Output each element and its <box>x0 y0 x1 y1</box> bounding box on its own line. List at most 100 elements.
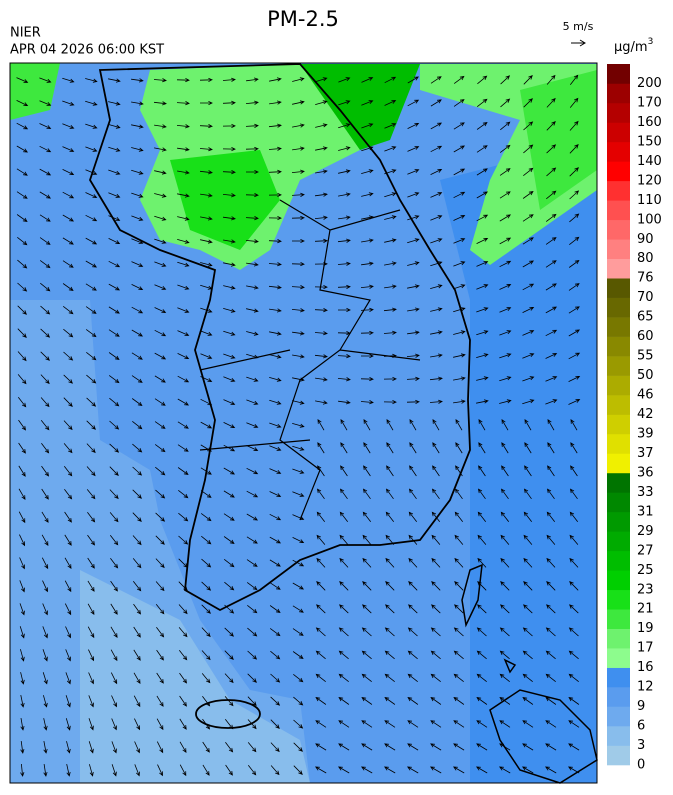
colorbar-segment <box>607 570 630 591</box>
wind-arrow <box>157 764 163 777</box>
wind-arrow <box>154 398 166 406</box>
wind-arrow <box>316 604 326 614</box>
wind-arrow <box>155 558 165 569</box>
wind-arrow <box>454 604 464 614</box>
wind-arrow <box>246 285 259 290</box>
wind-arrow <box>315 100 328 105</box>
wind-arrow <box>199 124 213 129</box>
wind-arrow <box>340 465 348 477</box>
colorbar-segment <box>607 726 630 746</box>
wind-arrow <box>522 307 535 313</box>
wind-arrow <box>546 581 556 591</box>
wind-arrow <box>131 352 143 360</box>
wind-arrow <box>569 557 579 568</box>
wind-arrow <box>200 262 213 267</box>
wind-arrow <box>132 535 142 546</box>
wind-arrow <box>429 399 443 404</box>
wind-arrow <box>132 443 143 453</box>
wind-arrow <box>131 284 144 290</box>
colorbar-label: 110 <box>637 193 662 208</box>
colorbar-label: 27 <box>637 543 654 558</box>
wind-arrow <box>453 168 466 176</box>
wind-arrow <box>108 146 121 152</box>
wind-arrow <box>453 696 465 705</box>
wind-arrow <box>316 581 326 591</box>
wind-arrow <box>131 101 144 106</box>
wind-arrow <box>42 649 48 662</box>
colorbar-label: 39 <box>637 426 654 441</box>
wind-arrow <box>108 329 120 337</box>
wind-arrow <box>41 557 49 570</box>
wind-arrow <box>293 673 304 683</box>
wind-arrow <box>245 216 259 221</box>
wind-arrow <box>315 673 326 683</box>
wind-arrow <box>383 330 397 335</box>
wind-arrow <box>246 308 259 313</box>
wind-arrow <box>177 284 190 290</box>
wind-arrow <box>360 400 374 405</box>
wind-arrow <box>568 627 579 637</box>
wind-arrow <box>270 696 281 706</box>
wind-arrow <box>314 284 328 290</box>
wind-arrow <box>131 147 144 152</box>
wind-arrow <box>200 421 213 429</box>
wind-arrow <box>361 77 374 83</box>
wind-arrow <box>179 741 187 754</box>
wind-arrow <box>476 330 489 336</box>
wind-arrow <box>361 192 374 197</box>
colorbar-label: 76 <box>637 271 654 286</box>
wind-arrow <box>500 98 511 108</box>
wind-arrow <box>455 465 463 477</box>
wind-arrow <box>154 261 167 267</box>
wind-arrow <box>546 97 556 108</box>
colorbar-segment <box>607 745 630 766</box>
wind-arrow <box>131 124 144 129</box>
wind-arrow <box>134 764 140 777</box>
wind-arrow <box>522 743 534 751</box>
wind-arrow <box>16 191 28 199</box>
wind-arrow <box>430 99 442 107</box>
wind-arrow <box>65 695 71 708</box>
wind-arrow <box>268 285 282 290</box>
wind-arrow <box>453 99 465 107</box>
wind-arrow <box>40 282 51 292</box>
wind-arrow <box>407 238 420 244</box>
wind-arrow <box>109 489 119 500</box>
wind-arrow <box>338 696 350 705</box>
wind-arrow <box>65 718 71 731</box>
wind-arrow <box>338 215 351 220</box>
wind-arrow <box>64 557 72 570</box>
wind-arrow <box>292 582 305 590</box>
wind-arrow <box>246 582 258 591</box>
wind-arrow <box>43 764 48 777</box>
wind-arrow <box>361 238 374 243</box>
wind-arrow <box>155 604 165 615</box>
wind-arrow <box>384 100 397 106</box>
wind-arrow <box>269 377 282 382</box>
wind-arrow <box>429 376 443 381</box>
colorbar-label: 42 <box>637 407 654 422</box>
wind-arrow <box>134 741 140 754</box>
wind-arrow <box>292 491 305 497</box>
wind-arrow <box>63 420 73 431</box>
wind-arrow <box>178 581 188 591</box>
wind-arrow <box>41 488 49 500</box>
wind-arrow <box>269 422 282 428</box>
wind-arrow <box>361 696 373 705</box>
wind-arrow <box>360 766 373 774</box>
wind-arrow <box>62 283 74 292</box>
wind-arrow <box>361 743 373 751</box>
colorbar-label: 65 <box>637 310 654 325</box>
wind-arrow <box>407 627 418 637</box>
wind-arrow <box>200 307 213 313</box>
wind-arrow <box>337 766 350 774</box>
wind-arrow <box>200 100 213 106</box>
wind-arrow <box>499 284 512 290</box>
wind-arrow <box>338 650 349 660</box>
province-border <box>199 199 421 521</box>
colorbar-segment <box>607 433 630 454</box>
colorbar-segment <box>607 706 630 727</box>
wind-arrow <box>110 557 119 569</box>
wind-arrow <box>179 672 188 684</box>
wind-arrow <box>156 741 164 754</box>
